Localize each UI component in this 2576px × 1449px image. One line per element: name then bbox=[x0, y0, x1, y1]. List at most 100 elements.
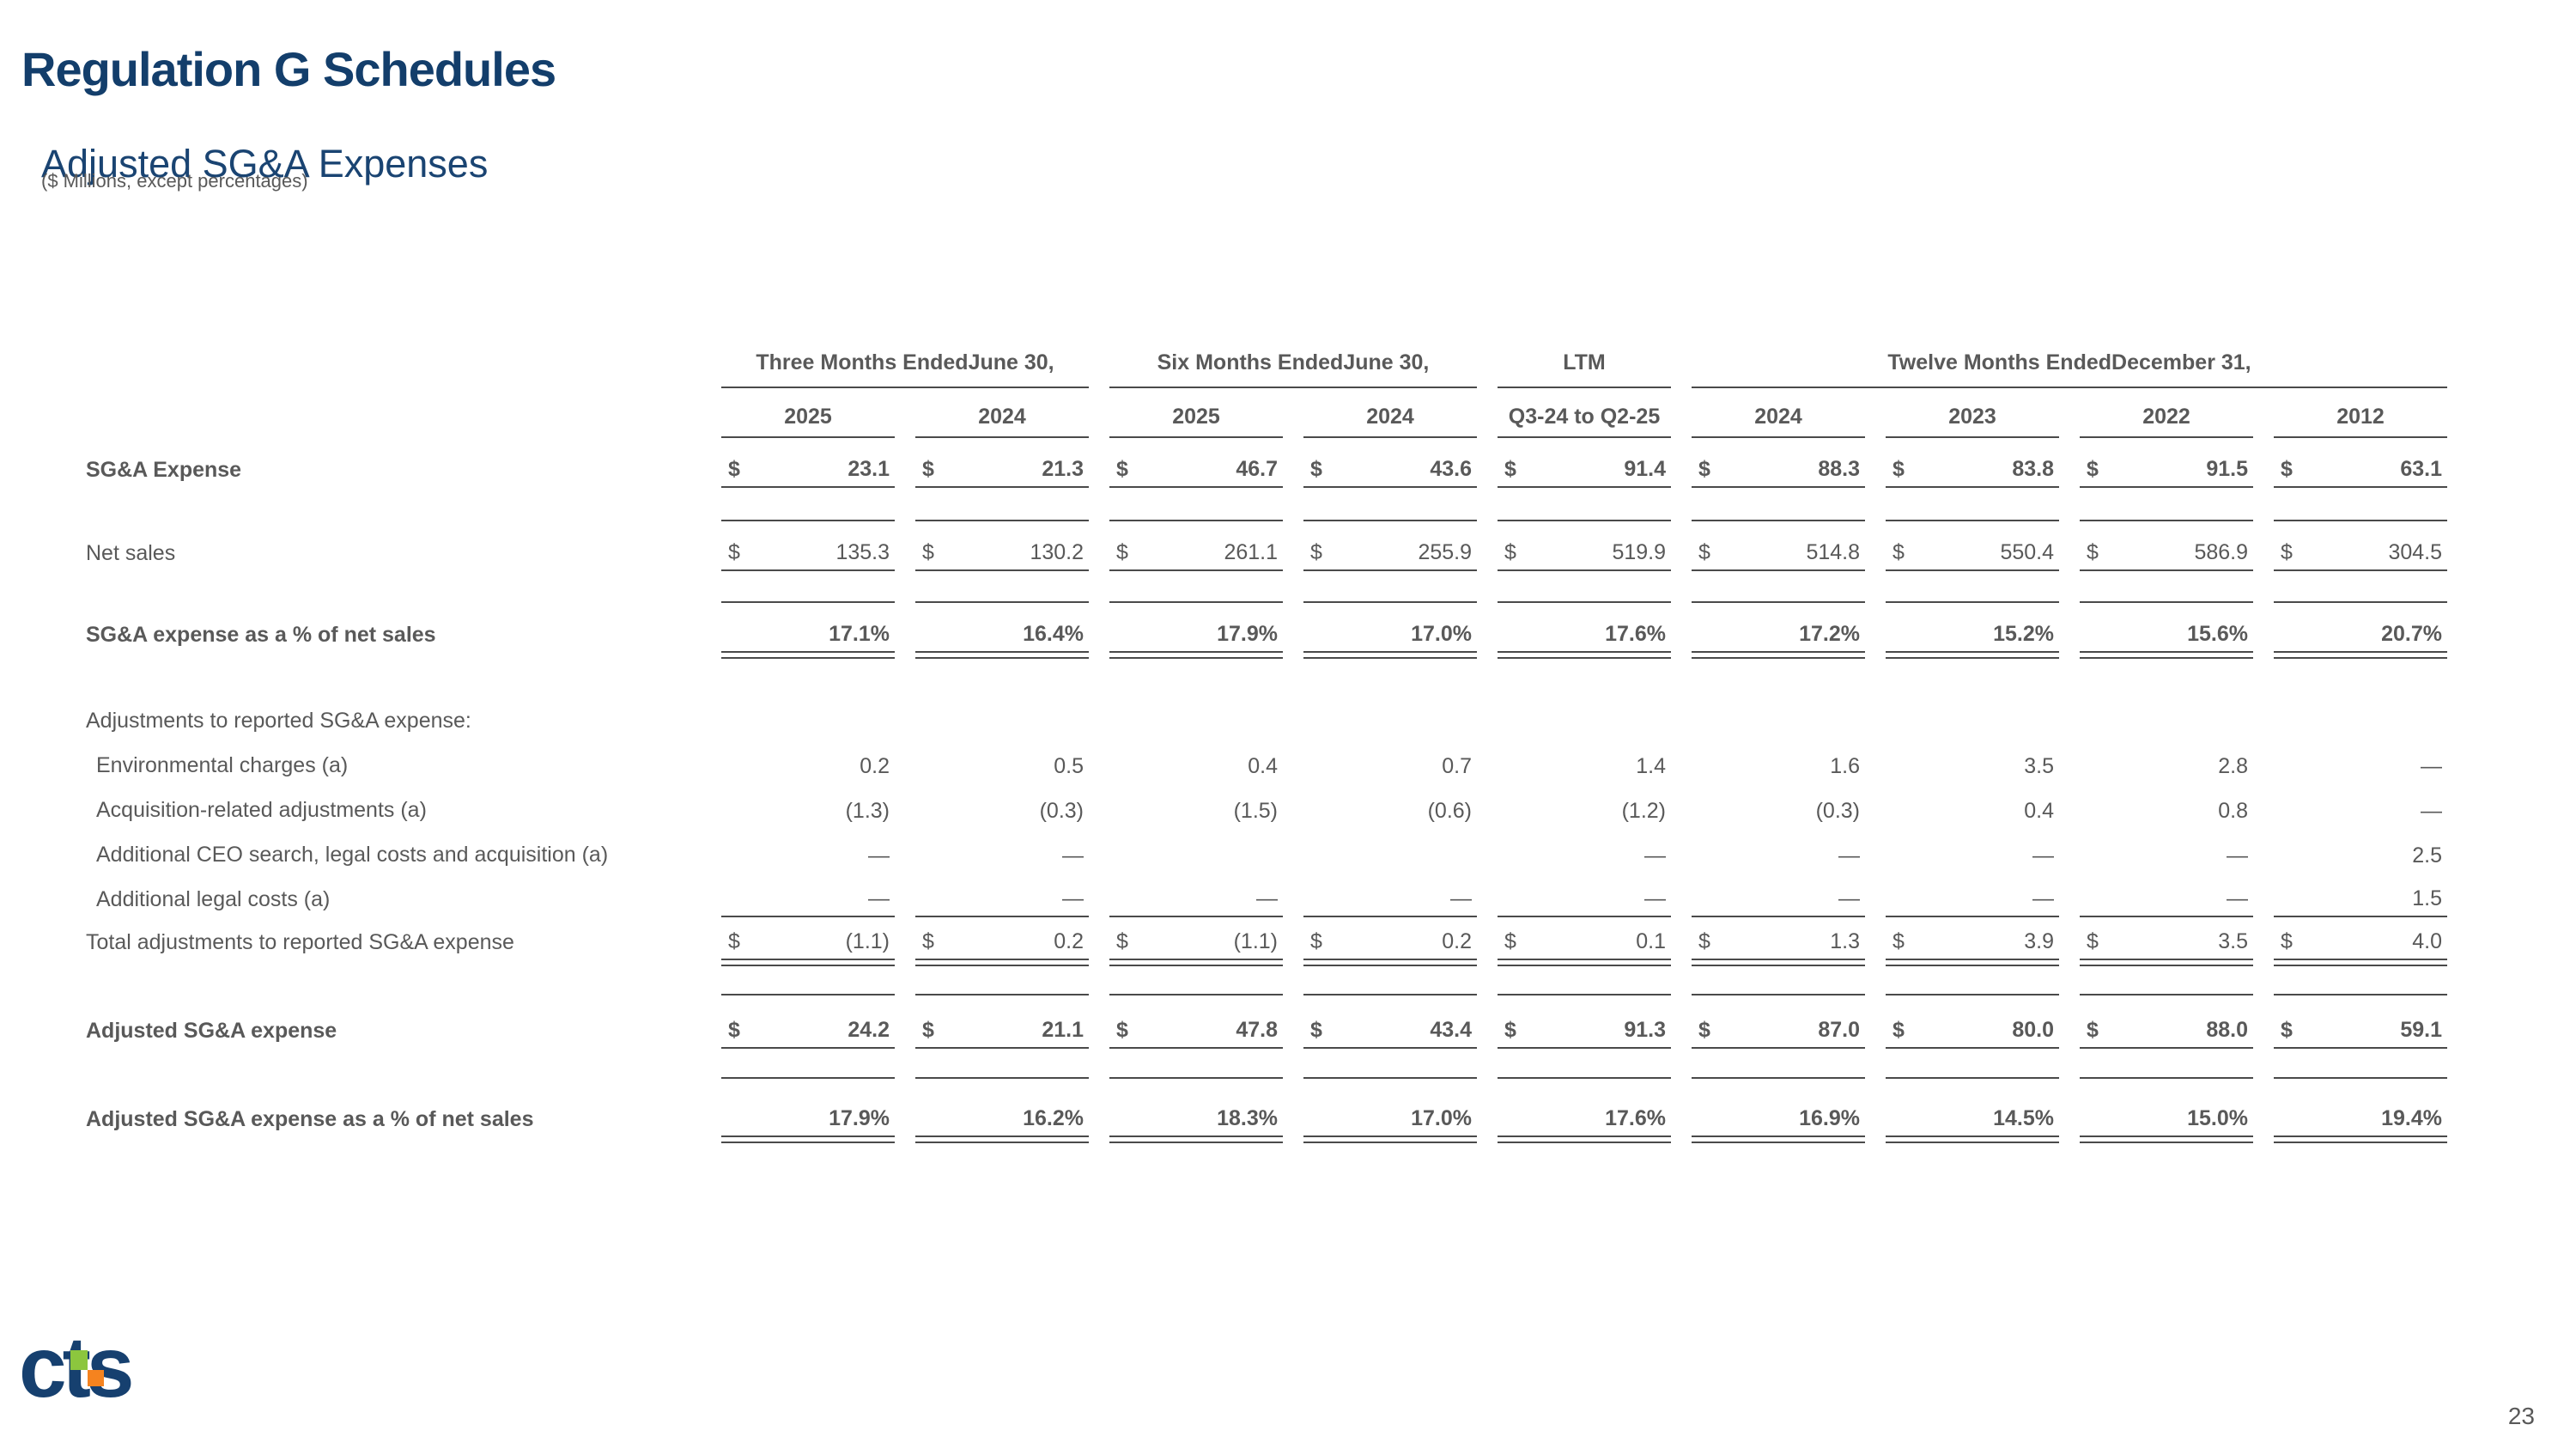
cell-value-line: $21.1 bbox=[915, 1014, 1089, 1049]
column-rule bbox=[1886, 600, 2059, 603]
dollar-sign: $ bbox=[1504, 929, 1516, 953]
cell-value-line: — bbox=[2080, 882, 2253, 917]
cell-value-line: — bbox=[2274, 795, 2447, 828]
table-cell: 2.5 bbox=[2274, 828, 2468, 873]
column-header: 2012 bbox=[2274, 388, 2447, 438]
table-cell: — bbox=[2274, 783, 2468, 828]
table-cell: (0.3) bbox=[915, 783, 1109, 828]
cell-value: 135.3 bbox=[835, 540, 890, 564]
table-cell: — bbox=[1886, 873, 2080, 917]
dollar-sign: $ bbox=[2281, 540, 2293, 564]
cts-logo: cts bbox=[19, 1324, 216, 1445]
dollar-sign: $ bbox=[1310, 929, 1322, 953]
column-rule bbox=[1886, 519, 2059, 521]
table-cell bbox=[1303, 828, 1498, 873]
column-rule bbox=[2080, 600, 2253, 603]
row-label: Environmental charges (a) bbox=[96, 753, 349, 777]
row-label: SG&A expense as a % of net sales bbox=[86, 623, 436, 647]
column-rule bbox=[1303, 993, 1477, 995]
table-cell: $80.0 bbox=[1886, 995, 2080, 1049]
cell-value: 24.2 bbox=[848, 1018, 890, 1042]
dollar-sign: $ bbox=[922, 929, 934, 953]
table-cell: $0.2 bbox=[1303, 917, 1498, 966]
cell-value-line: $91.4 bbox=[1498, 453, 1671, 488]
cell-value: 1.4 bbox=[1636, 754, 1666, 778]
table-cell: — bbox=[1109, 873, 1303, 917]
column-rule bbox=[915, 993, 1089, 995]
table-cell: 15.6% bbox=[2080, 603, 2274, 659]
cell-value: — bbox=[2032, 843, 2054, 868]
cell-value: 304.5 bbox=[2388, 540, 2442, 564]
sgna-expenses-table: Three Months Ended June 30, Six Months End… bbox=[86, 320, 2490, 1143]
cell-value: 83.8 bbox=[2012, 457, 2054, 481]
column-rule bbox=[1109, 600, 1283, 603]
table-cell bbox=[915, 701, 1109, 739]
cell-value-line: $63.1 bbox=[2274, 453, 2447, 488]
cell-value-line: 15.2% bbox=[1886, 618, 2059, 659]
column-group-header: Six Months Ended June 30, bbox=[1109, 320, 1477, 388]
cell-value-line: (1.2) bbox=[1498, 795, 1671, 828]
cell-value-line: 17.1% bbox=[721, 618, 895, 659]
column-group-spacer bbox=[86, 320, 721, 388]
column-group-header-row: Three Months Ended June 30, Six Months End… bbox=[86, 320, 2490, 388]
table-cell: — bbox=[1303, 873, 1498, 917]
cell-value-line: $4.0 bbox=[2274, 925, 2447, 966]
table-cell: — bbox=[915, 873, 1109, 917]
table-row: Additional CEO search, legal costs and a… bbox=[86, 828, 2490, 873]
cell-value-line: 3.5 bbox=[1886, 750, 2059, 783]
table-cell: (0.6) bbox=[1303, 783, 1498, 828]
dollar-sign: $ bbox=[1116, 929, 1128, 953]
column-rule bbox=[1498, 600, 1671, 603]
column-header: 2023 bbox=[1886, 388, 2059, 438]
dollar-sign: $ bbox=[922, 1018, 934, 1042]
column-rule bbox=[1886, 1076, 2059, 1079]
table-cell: $88.3 bbox=[1692, 438, 1886, 488]
table-row: SG&A expense as a % of net sales 17.1% 16.… bbox=[86, 603, 2490, 659]
column-group-header-line: LTM bbox=[1563, 350, 1606, 374]
cell-value: 0.8 bbox=[2218, 799, 2248, 823]
cell-value-line: $586.9 bbox=[2080, 536, 2253, 571]
cell-value-line: $91.3 bbox=[1498, 1014, 1671, 1049]
cell-value: 0.4 bbox=[1248, 754, 1278, 778]
cell-value: 1.5 bbox=[2412, 886, 2442, 910]
column-rule bbox=[721, 1076, 895, 1079]
cell-value: (1.1) bbox=[845, 929, 890, 953]
cell-value-line: $21.3 bbox=[915, 453, 1089, 488]
cell-value-line: — bbox=[1692, 839, 1865, 873]
column-rule bbox=[1109, 1076, 1283, 1079]
cell-value-line: 17.0% bbox=[1303, 618, 1477, 659]
cell-value: (0.3) bbox=[1039, 799, 1084, 823]
table-cell: $91.3 bbox=[1498, 995, 1692, 1049]
cell-value-line: 0.2 bbox=[721, 750, 895, 783]
column-rule bbox=[721, 600, 895, 603]
cell-value: 0.2 bbox=[1054, 929, 1084, 953]
column-rule bbox=[1303, 1076, 1477, 1079]
table-cell: 17.0% bbox=[1303, 1079, 1498, 1143]
cell-value-line: $24.2 bbox=[721, 1014, 895, 1049]
column-rule bbox=[1886, 993, 2059, 995]
cell-value: 130.2 bbox=[1030, 540, 1084, 564]
table-cell bbox=[1692, 701, 1886, 739]
column-rule bbox=[1692, 519, 1865, 521]
dollar-sign: $ bbox=[728, 1018, 740, 1042]
table-cell: — bbox=[2080, 873, 2274, 917]
cell-value-line: $261.1 bbox=[1109, 536, 1283, 571]
table-cell: — bbox=[2080, 828, 2274, 873]
table-cell: $0.2 bbox=[915, 917, 1109, 966]
column-group-header-line: June 30, bbox=[1343, 350, 1430, 374]
table-cell: — bbox=[1498, 828, 1692, 873]
cell-value: 519.9 bbox=[1612, 540, 1666, 564]
column-rule bbox=[915, 1076, 1089, 1079]
cell-value: 0.5 bbox=[1054, 754, 1084, 778]
row-label: Total adjustments to reported SG&A expen… bbox=[86, 930, 514, 954]
dollar-sign: $ bbox=[1116, 540, 1128, 564]
cell-value-line: 0.8 bbox=[2080, 795, 2253, 828]
table-cell: $83.8 bbox=[1886, 438, 2080, 488]
table-cell: $24.2 bbox=[721, 995, 915, 1049]
table-cell: 15.2% bbox=[1886, 603, 2080, 659]
cell-value-line: $46.7 bbox=[1109, 453, 1283, 488]
column-rule bbox=[2274, 600, 2447, 603]
dollar-sign: $ bbox=[2087, 540, 2099, 564]
column-group-header-line: Six Months Ended bbox=[1157, 350, 1344, 374]
cell-value-line: 2.5 bbox=[2274, 839, 2447, 873]
